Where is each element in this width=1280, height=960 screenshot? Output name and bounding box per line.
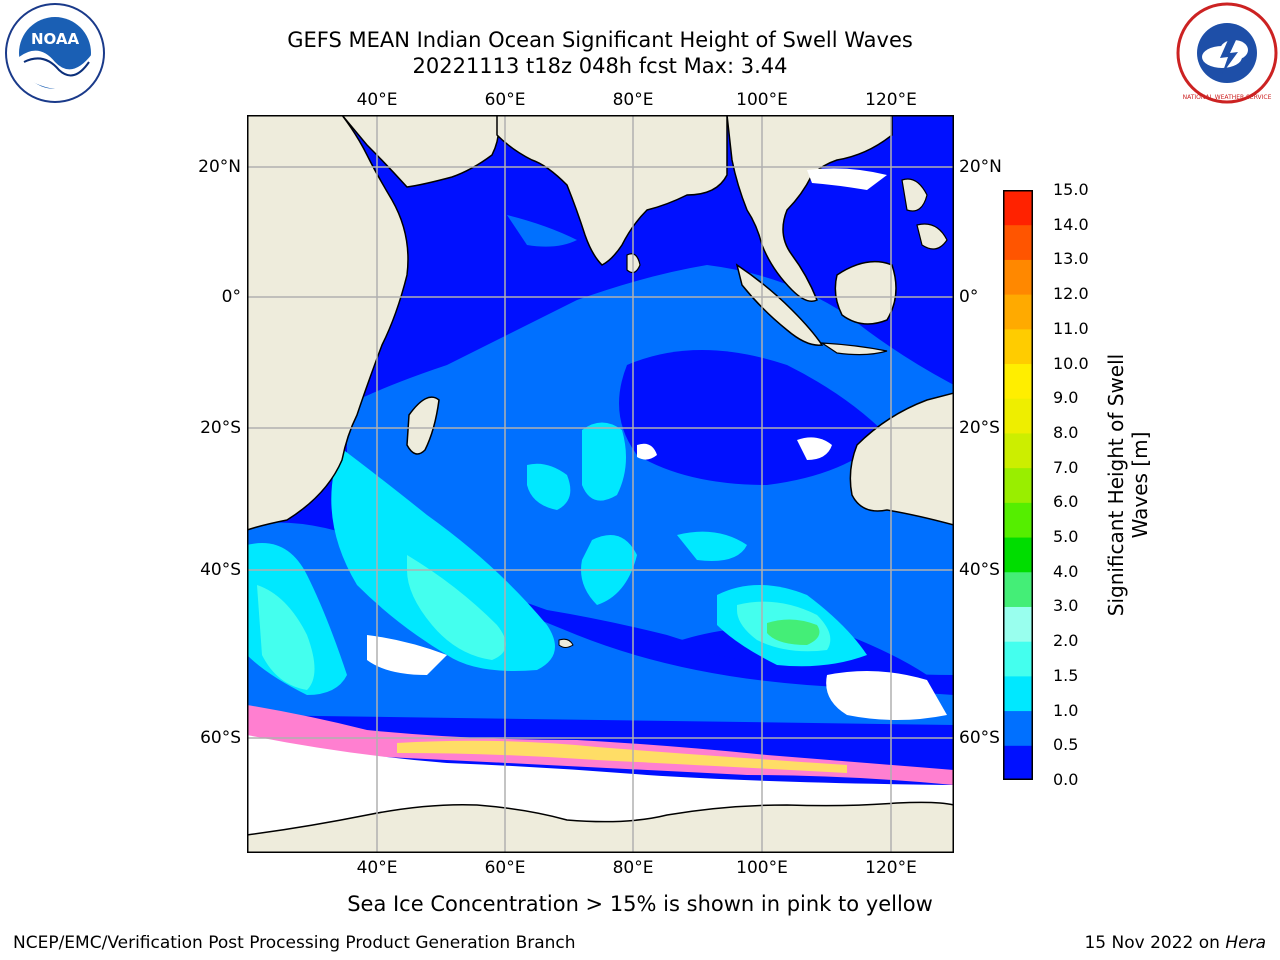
colorbar-tick-label: 2.0: [1053, 631, 1079, 651]
colorbar-segment: [1003, 710, 1033, 746]
australia-land: [849, 392, 954, 526]
lat-tick-left-20n: 20°N: [198, 157, 241, 177]
lon-tick-top-120e: 120°E: [865, 90, 917, 110]
colorbar-segment: [1003, 259, 1033, 295]
run-date: 15 Nov 2022 on Hera: [1084, 933, 1266, 953]
colorbar-tick-label: 5.0: [1053, 527, 1079, 547]
sumatra-land: [735, 263, 824, 346]
colorbar-tick-label: 11.0: [1053, 318, 1089, 338]
colorbar-segment: [1003, 641, 1033, 677]
producer-credit: NCEP/EMC/Verification Post Processing Pr…: [13, 933, 576, 953]
no-data-areas: [367, 168, 947, 720]
nws-logo-text: NATIONAL WEATHER SERVICE: [1183, 94, 1272, 101]
lon-tick-bottom-100e: 100°E: [736, 858, 788, 878]
colorbar-tick-label: 0.5: [1053, 735, 1079, 755]
colorbar-segment: [1003, 467, 1033, 503]
noaa-logo-text: NOAA: [31, 30, 80, 48]
lat-tick-right-40s: 40°S: [959, 560, 1000, 580]
lon-tick-top-80e: 80°E: [612, 90, 654, 110]
lon-tick-top-100e: 100°E: [736, 90, 788, 110]
southeast-asia-land: [726, 115, 893, 302]
lon-tick-bottom-120e: 120°E: [865, 858, 917, 878]
colorbar-segment: [1003, 294, 1033, 330]
borneo-land: [834, 260, 897, 325]
map-border: [247, 115, 954, 853]
colorbar-tick-label: 13.0: [1053, 249, 1089, 269]
graticule: [247, 115, 954, 853]
colorbar-tick-label: 3.0: [1053, 596, 1079, 616]
colorbar-tick-label: 12.0: [1053, 284, 1089, 304]
lat-tick-left-20s: 20°S: [200, 418, 241, 438]
colorbar-segment: [1003, 190, 1033, 226]
sea-ice-caption: Sea Ice Concentration > 15% is shown in …: [347, 892, 933, 916]
colorbar-segment: [1003, 502, 1033, 538]
lon-tick-bottom-40e: 40°E: [356, 858, 398, 878]
colorbar-title: Significant Height of Swell Waves [m]: [1104, 353, 1152, 617]
arabia-land: [341, 115, 500, 188]
africa-land: [247, 115, 409, 531]
colorbar-segment: [1003, 571, 1033, 607]
colorbar-segment: [1003, 745, 1033, 780]
run-host: Hera: [1225, 933, 1266, 953]
india-land: [496, 115, 728, 266]
colorbar-segment: [1003, 675, 1033, 712]
colorbar-tick-label: 8.0: [1053, 422, 1079, 442]
antarctica-land: [247, 801, 954, 853]
colorbar-tick-label: 4.0: [1053, 561, 1079, 581]
madagascar-land: [406, 396, 440, 455]
colorbar-tick-label: 10.0: [1053, 353, 1089, 373]
lat-tick-right-60s: 60°S: [959, 728, 1000, 748]
lat-tick-right-20n: 20°N: [959, 157, 1002, 177]
colorbar-tick-label: 15.0: [1053, 180, 1089, 199]
colorbar-tick-label: 1.5: [1053, 665, 1079, 685]
swell-zone-2-0-3-0: [767, 619, 820, 645]
colorbar-tick-label: 7.0: [1053, 457, 1079, 477]
lon-tick-bottom-80e: 80°E: [612, 858, 654, 878]
colorbar-tick-label: 9.0: [1053, 388, 1079, 408]
map-subtitle: 20221113 t18z 048h fcst Max: 3.44: [412, 54, 788, 78]
colorbar-segment: [1003, 224, 1033, 260]
lat-tick-left-60s: 60°S: [200, 728, 241, 748]
colorbar-segment: [1003, 398, 1033, 434]
colorbar-tick-label: 14.0: [1053, 214, 1089, 234]
colorbar-segment: [1003, 606, 1033, 642]
colorbar-tick-label: 1.0: [1053, 700, 1079, 720]
lat-tick-right-20s: 20°S: [959, 418, 1000, 438]
colorbar-tick-label: 6.0: [1053, 492, 1079, 512]
lon-tick-bottom-60e: 60°E: [484, 858, 526, 878]
colorbar-segment: [1003, 363, 1033, 399]
colorbar-segment: [1003, 537, 1033, 573]
lon-tick-top-60e: 60°E: [484, 90, 526, 110]
colorbar-tick-label: 0.0: [1053, 770, 1079, 789]
map-title: GEFS MEAN Indian Ocean Significant Heigh…: [287, 28, 913, 52]
java-land: [819, 342, 888, 356]
colorbar-segment: [1003, 328, 1033, 365]
lat-tick-left-0: 0°: [221, 287, 241, 307]
lon-tick-top-40e: 40°E: [356, 90, 398, 110]
run-date-text: 15 Nov 2022 on: [1084, 933, 1226, 953]
lat-tick-right-0: 0°: [959, 287, 979, 307]
sea-ice-band: [247, 705, 954, 785]
kerguelen-land: [558, 638, 574, 648]
colorbar: [1003, 190, 1033, 780]
colorbar-segment: [1003, 432, 1033, 469]
swell-height-map: [247, 115, 954, 853]
noaa-logo: NOAA: [5, 3, 105, 103]
lat-tick-left-40s: 40°S: [200, 560, 241, 580]
nws-logo: NATIONAL WEATHER SERVICE: [1176, 2, 1278, 104]
